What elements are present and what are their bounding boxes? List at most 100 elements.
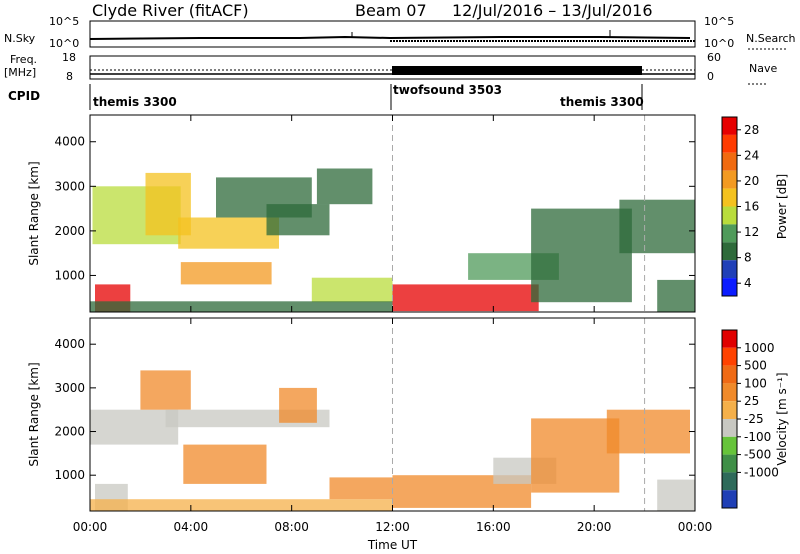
xtick-label-4: 16:00 xyxy=(476,520,511,534)
velocity-colorbar-seg-6 xyxy=(722,436,737,455)
velocity-ytick-label-1: 2000 xyxy=(54,425,85,439)
power-region-13 xyxy=(619,199,695,254)
xtick-label-3: 12:00 xyxy=(375,520,410,534)
noise-panel xyxy=(89,20,696,48)
freq-label: Freq. xyxy=(10,53,38,66)
xlabel: Time UT xyxy=(367,538,418,552)
power-cbtick-label-2: 12 xyxy=(744,225,759,239)
velocity-region-6 xyxy=(90,499,393,511)
velocity-colorbar-label: Velocity [m s⁻¹] xyxy=(775,372,789,465)
power-colorbar-seg-1 xyxy=(722,134,737,153)
nave-label: Nave xyxy=(749,62,778,75)
cpid-label: CPID xyxy=(8,89,41,103)
velocity-colorbar-seg-1 xyxy=(722,347,737,366)
power-region-10 xyxy=(392,284,539,312)
noise-tick-top: 10^5 xyxy=(49,15,80,28)
velocity-ytick-label-3: 4000 xyxy=(54,337,85,351)
power-colorbar-seg-2 xyxy=(722,152,737,171)
power-ytick-label-0: 1000 xyxy=(54,268,85,282)
power-colorbar-seg-9 xyxy=(722,278,737,296)
velocity-colorbar-seg-7 xyxy=(722,454,737,473)
power-colorbar-seg-6 xyxy=(722,224,737,243)
velocity-region-3 xyxy=(183,444,267,484)
date-range: 12/Jul/2016 – 13/Jul/2016 xyxy=(452,1,653,20)
power-colorbar-label: Power [dB] xyxy=(775,174,789,239)
xtick-label-5: 20:00 xyxy=(577,520,612,534)
velocity-ytick-label-0: 1000 xyxy=(54,468,85,482)
station-title: Clyde River (fitACF) xyxy=(92,1,249,20)
power-cbtick-label-1: 8 xyxy=(744,251,752,265)
velocity-colorbar-seg-4 xyxy=(722,401,737,419)
power-colorbar-seg-7 xyxy=(722,242,737,261)
xtick-label-6: 00:00 xyxy=(678,520,713,534)
power-region-8 xyxy=(316,168,373,205)
nave-tick-bottom: 0 xyxy=(707,70,714,83)
power-colorbar-seg-8 xyxy=(722,260,737,279)
cpid-panel xyxy=(89,84,643,110)
power-cbtick-label-4: 20 xyxy=(744,174,759,188)
noise-tick-bottom-r: 10^0 xyxy=(704,37,735,50)
velocity-cbtick-label-4: -25 xyxy=(744,412,764,426)
nave-tick-top: 60 xyxy=(707,51,721,64)
velocity-cbtick-label-7: -1000 xyxy=(744,465,779,479)
beam-title: Beam 07 xyxy=(355,1,427,20)
xtick-label-0: 00:00 xyxy=(73,520,108,534)
velocity-region-2 xyxy=(140,370,191,410)
velocity-region-10 xyxy=(531,418,620,493)
power-cbtick-label-3: 16 xyxy=(744,200,759,214)
velocity-ytick-label-2: 3000 xyxy=(54,381,85,395)
nsky-label: N.Sky xyxy=(4,32,36,45)
velocity-region-11 xyxy=(606,409,690,454)
power-region-9 xyxy=(90,301,393,312)
freq-tick-bottom: 8 xyxy=(66,70,73,83)
velocity-cbtick-label-2: 100 xyxy=(744,376,767,390)
velocity-colorbar-seg-5 xyxy=(722,419,737,437)
velocity-panel: 1000 2000 3000 4000 00:00 04:00 08:00 12:00 16:0… xyxy=(27,317,789,552)
velocity-cbtick-label-5: -100 xyxy=(744,430,771,444)
freq-tick-top: 18 xyxy=(62,51,76,64)
power-region-4 xyxy=(180,262,272,285)
power-cbtick-label-5: 24 xyxy=(744,148,759,162)
velocity-colorbar-seg-9 xyxy=(722,490,737,508)
power-panel: 1000 2000 3000 4000 Slant Range [km] 4 8 12 16 20… xyxy=(27,114,789,313)
velocity-colorbar-seg-2 xyxy=(722,365,737,384)
velocity-region-1 xyxy=(90,409,179,445)
cpid-segment-1: themis 3300 xyxy=(93,95,177,109)
power-cbtick-label-0: 4 xyxy=(744,276,752,290)
power-colorbar-seg-4 xyxy=(722,188,737,207)
freq-panel xyxy=(89,48,788,85)
velocity-colorbar-seg-8 xyxy=(722,472,737,491)
power-ytick-label-2: 3000 xyxy=(54,179,85,193)
power-cbtick-label-6: 28 xyxy=(744,123,759,137)
power-ylabel: Slant Range [km] xyxy=(27,161,41,265)
power-region-14 xyxy=(657,279,695,312)
freq-unit: [MHz] xyxy=(4,66,37,79)
nsearch-label: N.Search xyxy=(746,32,796,45)
power-colorbar-seg-5 xyxy=(722,206,737,225)
power-region-3 xyxy=(178,217,279,249)
power-region-12 xyxy=(531,208,632,303)
velocity-colorbar-seg-3 xyxy=(722,383,737,402)
power-ytick-label-1: 2000 xyxy=(54,224,85,238)
power-region-6 xyxy=(266,204,330,236)
noise-tick-top-r: 10^5 xyxy=(704,15,735,28)
velocity-colorbar-seg-0 xyxy=(722,330,737,348)
power-region-7 xyxy=(311,277,393,303)
xtick-label-1: 04:00 xyxy=(174,520,209,534)
velocity-region-5 xyxy=(279,387,317,423)
xtick-label-2: 08:00 xyxy=(274,520,309,534)
velocity-region-12 xyxy=(657,479,695,511)
cpid-segment-2: twofsound 3503 xyxy=(393,83,502,97)
noise-tick-bottom: 10^0 xyxy=(49,37,80,50)
velocity-cbtick-label-1: 500 xyxy=(744,359,767,373)
power-ytick-label-3: 4000 xyxy=(54,135,85,149)
cpid-segment-3: themis 3300 xyxy=(560,95,644,109)
velocity-ylabel: Slant Range [km] xyxy=(27,362,41,466)
power-colorbar-seg-3 xyxy=(722,170,737,189)
velocity-cbtick-label-6: -500 xyxy=(744,448,771,462)
velocity-cbtick-label-3: 25 xyxy=(744,394,759,408)
power-colorbar-seg-0 xyxy=(722,117,737,135)
velocity-cbtick-label-0: 1000 xyxy=(744,341,775,355)
velocity-region-7 xyxy=(329,477,393,500)
